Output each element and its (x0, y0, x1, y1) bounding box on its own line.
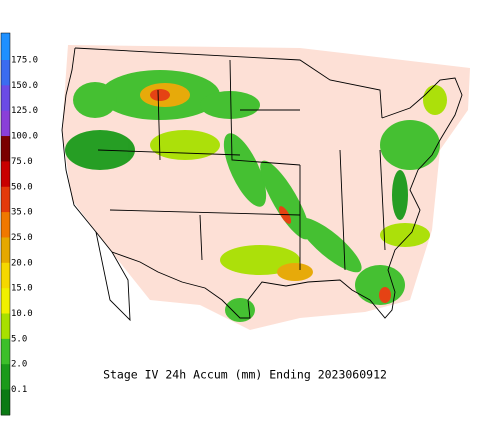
legend-swatch (1, 110, 10, 137)
legend: 175.0 150.0 125.0 100.0 75.0 50.0 35.0 25.0 20.0… (0, 32, 38, 416)
legend-swatch (1, 212, 10, 238)
legend-label: 0.1 (11, 385, 27, 395)
legend-top-segment (1, 33, 10, 60)
legend-label: 25.0 (11, 233, 33, 243)
legend-label: 125.0 (11, 106, 38, 116)
legend-swatch (1, 389, 10, 416)
legend-label: 20.0 (11, 258, 33, 268)
legend-label: 50.0 (11, 182, 33, 192)
legend-swatch (1, 364, 10, 391)
legend-swatch (1, 288, 10, 314)
boundaries (61, 47, 463, 322)
legend-label: 100.0 (11, 132, 38, 142)
legend-swatch (1, 85, 10, 112)
legend-label: 10.0 (11, 309, 33, 319)
legend-label: 2.0 (11, 360, 27, 370)
map-caption: Stage IV 24h Accum (mm) Ending 202306091… (103, 368, 387, 382)
legend-label: 150.0 (11, 81, 38, 91)
legend-label: 175.0 (11, 56, 38, 66)
legend-label: 35.0 (11, 208, 33, 218)
legend-label: 5.0 (11, 334, 27, 344)
legend-swatch (1, 161, 10, 188)
legend-swatch (1, 313, 10, 340)
legend-swatch (1, 186, 10, 213)
legend-frame (0, 32, 11, 416)
legend-swatch (1, 262, 10, 289)
precip-areas (65, 70, 447, 322)
legend-swatch (1, 338, 10, 365)
legend-swatch (1, 136, 10, 162)
legend-label: 15.0 (11, 284, 33, 294)
legend-label: 75.0 (11, 157, 33, 167)
legend-swatch (1, 237, 10, 264)
legend-swatch (1, 60, 10, 86)
